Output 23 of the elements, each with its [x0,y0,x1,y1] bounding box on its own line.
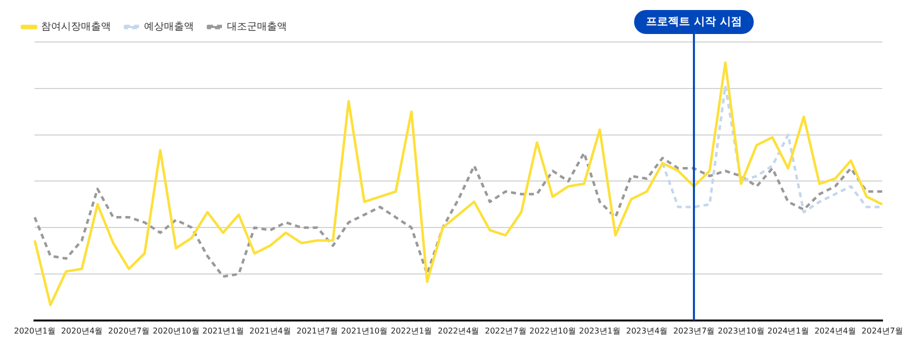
x-tick-label: 2023년10월 [718,326,764,336]
x-tick-label: 2024년1월 [767,326,809,336]
x-tick-label: 2022년10월 [529,326,576,336]
x-tick-label: 2023년7월 [673,326,715,336]
x-tick-label: 2021년7월 [296,326,338,336]
x-tick-label: 2021년1월 [202,326,244,336]
x-tick-label: 2022년4월 [438,326,480,336]
x-tick-label: 2022년7월 [484,326,526,336]
x-tick-label: 2023년1월 [579,326,620,336]
legend-label: 참여시장매출액 [41,22,111,33]
x-tick-label: 2020년10월 [152,326,200,336]
ref-line-label: 프로젝트 시작 시점 [646,14,742,28]
legend-label: 대조군매출액 [227,22,287,33]
x-tick-label: 2020년1월 [14,326,56,336]
x-tick-label: 2022년1월 [390,326,432,336]
x-tick-label: 2023년4월 [626,326,668,336]
x-tick-label: 2021년10월 [341,326,388,336]
x-tick-label: 2024년4월 [814,326,856,336]
x-tick-label: 2021년4월 [249,326,291,336]
legend-label: 예상매출액 [144,22,194,33]
x-tick-label: 2020년7월 [108,326,150,336]
x-tick-label: 2020년4월 [61,326,103,336]
x-tick-label: 2024년7월 [862,326,903,336]
